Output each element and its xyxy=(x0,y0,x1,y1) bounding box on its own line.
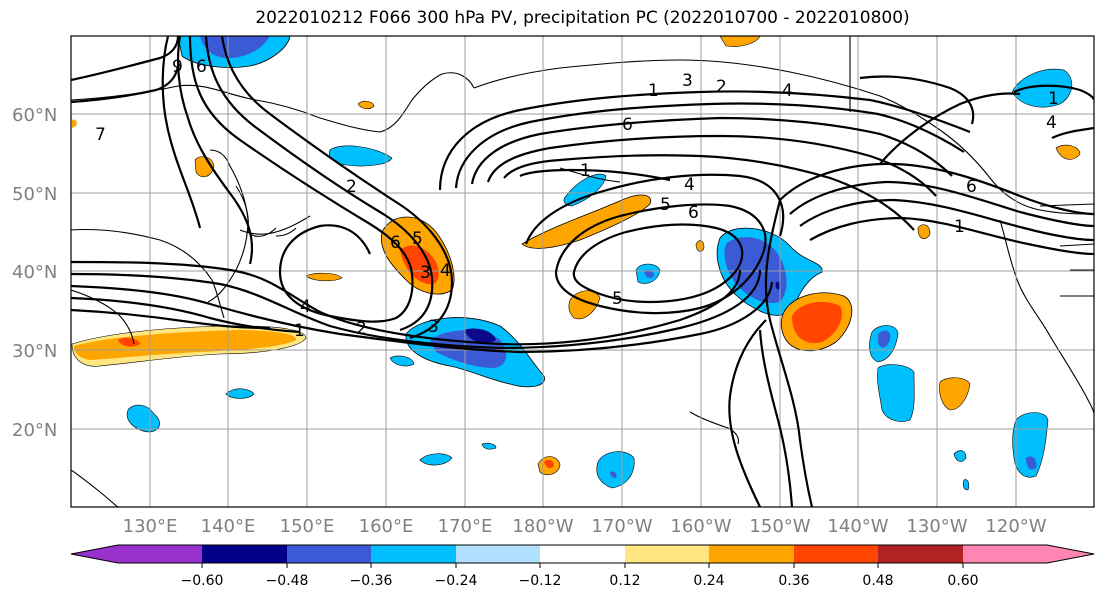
colorbar-segment xyxy=(963,545,1047,563)
colorbar-segment xyxy=(456,545,540,563)
latitude-labels: 60°N 50°N 40°N 30°N 20°N xyxy=(12,105,57,441)
lon-label: 180°W xyxy=(512,516,573,537)
contour-label: 1 xyxy=(580,161,591,181)
lat-label: 20°N xyxy=(12,420,57,441)
colorbar-tick-label: −0.60 xyxy=(181,573,224,589)
contour-label: 6 xyxy=(196,57,207,77)
contour-label: 9 xyxy=(172,57,183,77)
contour-label: 4 xyxy=(1046,113,1057,133)
colorbar-tick-label: −0.48 xyxy=(266,573,309,589)
colorbar-segment xyxy=(371,545,456,563)
colorbar-ticks xyxy=(201,563,964,568)
lon-label: 160°W xyxy=(670,516,731,537)
colorbar-tick-label: 0.12 xyxy=(609,573,640,589)
colorbar-segment xyxy=(709,545,794,563)
colorbar-tick-label: −0.36 xyxy=(350,573,393,589)
contour-label: 4 xyxy=(300,297,311,317)
contour-label: 2 xyxy=(716,77,727,97)
colorbar-outline xyxy=(70,544,1095,564)
contour-label: 6 xyxy=(622,115,633,135)
contour-label: 5 xyxy=(412,229,423,249)
contour-label: 3 xyxy=(420,263,431,283)
lon-label: 150°E xyxy=(280,516,335,537)
contour-labels: 9 7 1 2 3 4 5 6 1 3 2 4 6 1 5 6 4 4 6 1 … xyxy=(95,57,1059,341)
lon-label: 170°W xyxy=(591,516,652,537)
map-title: 2022010212 F066 300 hPa PV, precipitatio… xyxy=(255,8,910,28)
contour-label: 6 xyxy=(390,233,401,253)
contour-label: 1 xyxy=(648,81,659,101)
colorbar-tick-label: 0.24 xyxy=(693,573,724,589)
colorbar-extend-low xyxy=(71,545,118,563)
map-frame xyxy=(70,35,1095,508)
lon-label: 120°W xyxy=(985,516,1046,537)
contour-label: 1 xyxy=(954,217,965,237)
colorbar-extend-high xyxy=(1047,545,1094,563)
colorbar-tick-label: 0.36 xyxy=(778,573,809,589)
contour-label: 1 xyxy=(1048,89,1059,109)
contour-label: 1 xyxy=(294,321,305,341)
lat-label: 40°N xyxy=(12,262,57,283)
colorbar-segment xyxy=(794,545,878,563)
lon-label: 170°E xyxy=(438,516,493,537)
lat-label: 50°N xyxy=(12,184,57,205)
contour-label: 4 xyxy=(440,261,451,281)
colorbar-tick-label: −0.12 xyxy=(519,573,562,589)
contour-label: 7 xyxy=(95,125,106,145)
longitude-labels: 130°E 140°E 150°E 160°E 170°E 180°W 170°… xyxy=(123,516,1047,537)
contour-label: 2 xyxy=(346,177,357,197)
map-plot-area: 9 7 1 2 3 4 5 6 1 3 2 4 6 1 5 6 4 4 6 1 … xyxy=(71,36,1094,507)
contour-label: 3 xyxy=(682,71,693,91)
contour-label: 2 xyxy=(356,319,367,339)
colorbar-segment xyxy=(118,545,202,563)
colorbar-segment xyxy=(540,545,625,563)
colorbar-segment xyxy=(625,545,709,563)
lat-label: 30°N xyxy=(12,341,57,362)
colorbar-segment xyxy=(878,545,963,563)
contour-label: 6 xyxy=(688,203,699,223)
colorbar-tick-label: 0.48 xyxy=(862,573,893,589)
contour-label: 4 xyxy=(782,81,793,101)
lon-label: 140°E xyxy=(201,516,256,537)
lat-label: 60°N xyxy=(12,105,57,126)
colorbar-tick-label: −0.24 xyxy=(435,573,478,589)
colorbar: −0.60 −0.48 −0.36 −0.24 −0.12 0.12 0.24 … xyxy=(70,544,1095,589)
lon-label: 130°W xyxy=(906,516,967,537)
pv-contours xyxy=(71,36,1094,507)
contour-label: 3 xyxy=(428,317,439,337)
contour-label: 5 xyxy=(612,289,623,309)
graticule xyxy=(71,36,1094,507)
colorbar-segment xyxy=(202,545,287,563)
lon-label: 150°W xyxy=(749,516,810,537)
colorbar-tick-label: 0.60 xyxy=(947,573,978,589)
lon-label: 140°W xyxy=(827,516,888,537)
contour-label: 5 xyxy=(660,195,671,215)
contour-label: 6 xyxy=(966,177,977,197)
colorbar-segment xyxy=(287,545,371,563)
lon-label: 130°E xyxy=(123,516,178,537)
lon-label: 160°E xyxy=(359,516,414,537)
contour-label: 4 xyxy=(684,175,695,195)
